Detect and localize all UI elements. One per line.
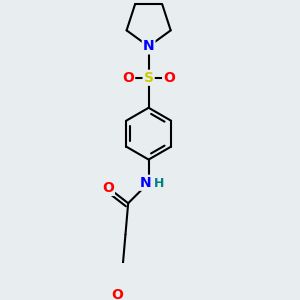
- Text: N: N: [143, 39, 154, 53]
- Text: H: H: [154, 177, 164, 190]
- Text: O: O: [102, 181, 114, 195]
- Text: O: O: [111, 288, 123, 300]
- Text: S: S: [144, 71, 154, 85]
- Text: O: O: [122, 71, 134, 85]
- Text: N: N: [139, 176, 151, 190]
- Text: O: O: [163, 71, 175, 85]
